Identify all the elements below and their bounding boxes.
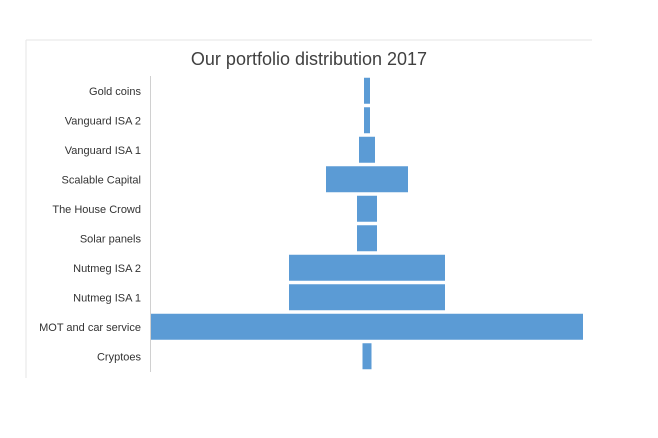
bar-solar-panels (357, 225, 377, 252)
category-label: Nutmeg ISA 1 (73, 292, 141, 304)
bar-scalable-capital (326, 166, 408, 193)
category-label: Nutmeg ISA 2 (73, 263, 141, 275)
bar-the-house-crowd (357, 195, 377, 222)
bar-nutmeg-isa-2 (289, 254, 445, 281)
category-label: Vanguard ISA 2 (65, 115, 141, 127)
bar-mot-and-car-service (151, 313, 583, 340)
bar-vanguard-isa-1 (359, 136, 375, 163)
category-label: Vanguard ISA 1 (65, 145, 141, 157)
category-label: Gold coins (89, 86, 141, 98)
bar-gold-coins (364, 77, 370, 104)
chart-title: Our portfolio distribution 2017 (191, 49, 427, 69)
category-label: The House Crowd (52, 204, 141, 216)
funnel-bars (151, 77, 583, 370)
bar-cryptoes (362, 343, 372, 370)
category-label: Solar panels (80, 233, 142, 245)
bar-vanguard-isa-2 (364, 107, 370, 134)
category-label: MOT and car service (39, 322, 141, 334)
bar-nutmeg-isa-1 (289, 284, 445, 311)
category-labels: Gold coins Vanguard ISA 2 Vanguard ISA 1 Sc… (39, 86, 141, 364)
category-label: Scalable Capital (62, 174, 142, 186)
category-label: Cryptoes (97, 351, 142, 363)
